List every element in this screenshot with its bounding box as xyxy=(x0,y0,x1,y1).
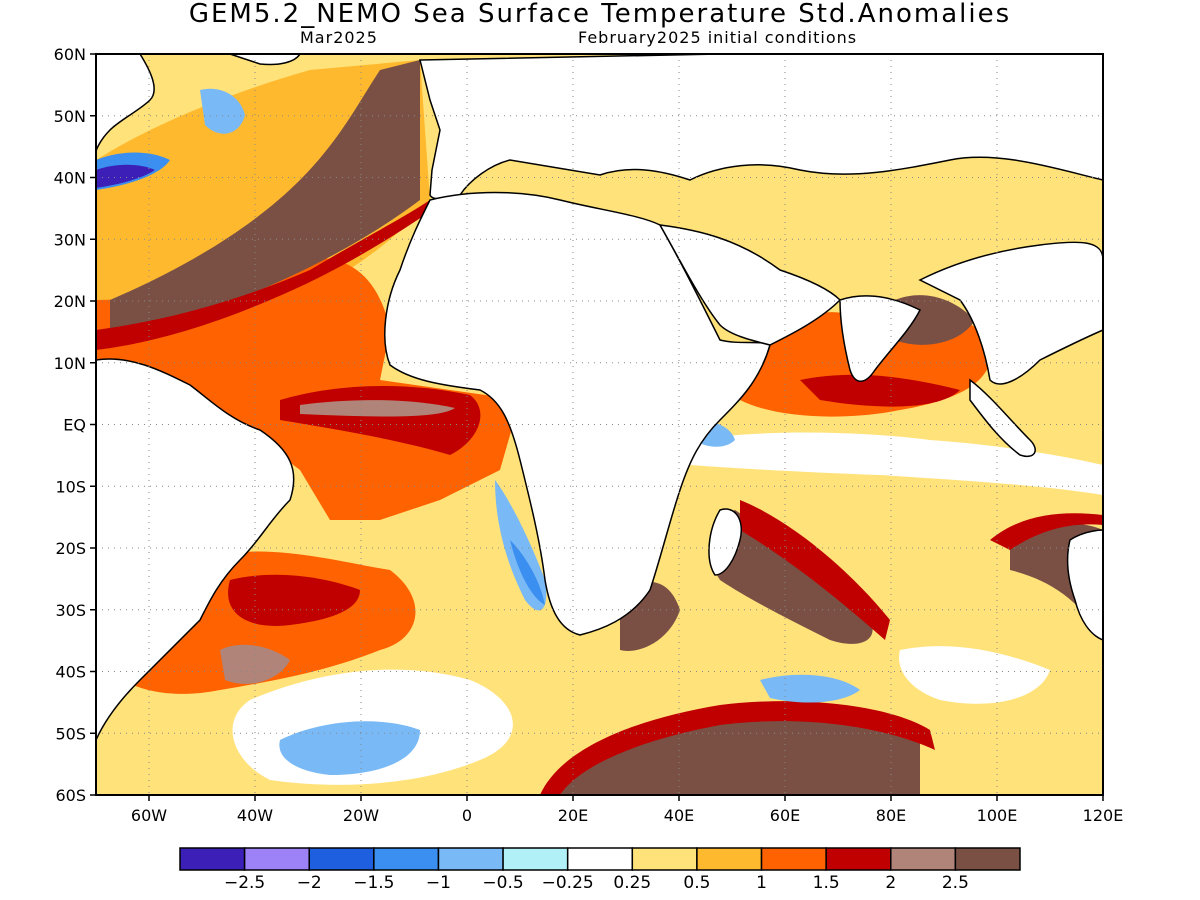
warm-band-north-atlantic-rim xyxy=(96,200,430,350)
lon-tick-label: 20W xyxy=(343,806,379,825)
lat-tick-label: 40S xyxy=(55,663,86,682)
colorbar-label: −2.5 xyxy=(224,873,265,893)
colorbar-labels: −2.5 −2 −1.5 −1 −0.5 −0.25 0.25 0.5 1 1.5 2 2.5 xyxy=(224,873,969,893)
colorbar-swatch xyxy=(825,847,892,871)
colorbar-swatch xyxy=(437,847,504,871)
colorbar-label: 1.5 xyxy=(813,873,840,893)
lat-tick-label: 10N xyxy=(54,354,86,373)
lon-tick-label: 0 xyxy=(462,806,472,825)
colorbar-label: 0.5 xyxy=(683,873,710,893)
land-australia xyxy=(1066,529,1103,641)
colorbar-label: 2 xyxy=(885,873,896,893)
colorbar-label: 1 xyxy=(756,873,767,893)
lat-tick-label: 20S xyxy=(55,539,86,558)
lon-tick-label: 60E xyxy=(770,806,800,825)
strong-warm-south-indian-rim xyxy=(740,500,890,640)
map-plot-area xyxy=(96,54,1103,795)
lon-tick-label: 40W xyxy=(237,806,273,825)
extreme-warm-south-atlantic xyxy=(220,644,290,684)
colorbar-label: −1.5 xyxy=(353,873,394,893)
extreme-warm-southern-ocean xyxy=(560,716,920,795)
colorbar-swatch xyxy=(954,847,1021,871)
colorbar-swatch xyxy=(502,847,569,871)
colorbar-label: −1 xyxy=(426,873,451,893)
lon-tick-label: 100E xyxy=(977,806,1018,825)
cold-patch-labrador xyxy=(200,88,245,134)
land-europe xyxy=(419,54,1103,200)
strong-warm-bay-of-bengal xyxy=(800,374,960,407)
lat-tick-label: 50S xyxy=(55,724,86,743)
colorbar-swatch xyxy=(631,847,698,871)
chart-title: GEM5.2_NEMO Sea Surface Temperature Std.… xyxy=(188,0,1012,29)
colorbar-label: −2 xyxy=(297,873,322,893)
land-masses xyxy=(96,54,1103,741)
lon-tick-label: 80E xyxy=(876,806,906,825)
lat-tick-label: EQ xyxy=(63,416,86,435)
initial-conditions: February2025 initial conditions xyxy=(578,28,858,47)
lat-tick-label: 30N xyxy=(54,230,86,249)
cold-patch-south-atlantic-blue xyxy=(279,721,420,775)
lat-tick-label: 10S xyxy=(55,477,86,496)
lat-tick-label: 40N xyxy=(54,169,86,188)
land-north-america xyxy=(96,54,155,153)
land-india xyxy=(839,295,922,382)
colorbar-swatch xyxy=(890,847,957,871)
colorbar xyxy=(179,847,1021,871)
cold-patch-south-indian-east xyxy=(899,646,1050,704)
land-arabia xyxy=(658,224,842,346)
colorbar-swatch xyxy=(373,847,440,871)
extreme-warm-south-indian-ocean xyxy=(709,510,873,644)
land-madagascar xyxy=(708,508,742,576)
extreme-warm-gulf-of-guinea xyxy=(300,400,455,417)
colorbar-swatch xyxy=(566,847,634,871)
colorbar-label: 2.5 xyxy=(942,873,969,893)
lat-tick-label: 30S xyxy=(55,601,86,620)
lat-tick-label: 60S xyxy=(55,786,86,805)
cool-patch-equatorial-indian xyxy=(690,432,1103,495)
colorbar-swatch xyxy=(308,847,375,871)
colorbar-swatch xyxy=(760,847,827,871)
lat-tick-label: 60N xyxy=(54,45,86,64)
lat-tick-label: 50N xyxy=(54,107,86,126)
longitude-axis: 60W 40W 20W 0 20E 40E 60E 80E 100E 120E xyxy=(131,795,1123,825)
land-sumatra xyxy=(969,378,1036,457)
strong-warm-western-australia-rim xyxy=(990,513,1103,550)
strong-cold-benguela xyxy=(510,540,545,605)
colorbar-swatch xyxy=(696,847,763,871)
lat-tick-label: 20N xyxy=(54,292,86,311)
colorbar-swatch xyxy=(179,847,246,871)
land-south-america xyxy=(96,358,295,741)
land-southeast-asia xyxy=(918,241,1103,385)
forecast-month: Mar2025 xyxy=(300,28,378,47)
cold-patch-south-indian xyxy=(760,674,860,703)
colorbar-label: 0.25 xyxy=(613,873,651,893)
lon-tick-label: 20E xyxy=(558,806,588,825)
lon-tick-label: 120E xyxy=(1083,806,1124,825)
latitude-axis: 60N 50N 40N 30N 20N 10N EQ 10S 20S 30S 40S 50S 60S xyxy=(54,45,96,805)
strong-cold-northwest-atlantic xyxy=(96,164,155,188)
colorbar-label: −0.25 xyxy=(542,873,594,893)
lon-tick-label: 40E xyxy=(664,806,694,825)
colorbar-swatch xyxy=(243,847,310,871)
lon-tick-label: 60W xyxy=(131,806,167,825)
extreme-warm-north-atlantic-band xyxy=(110,60,420,330)
colorbar-label: −0.5 xyxy=(482,873,523,893)
strong-warm-south-atlantic xyxy=(228,574,360,626)
strong-warm-southern-ocean-rim xyxy=(540,701,935,795)
